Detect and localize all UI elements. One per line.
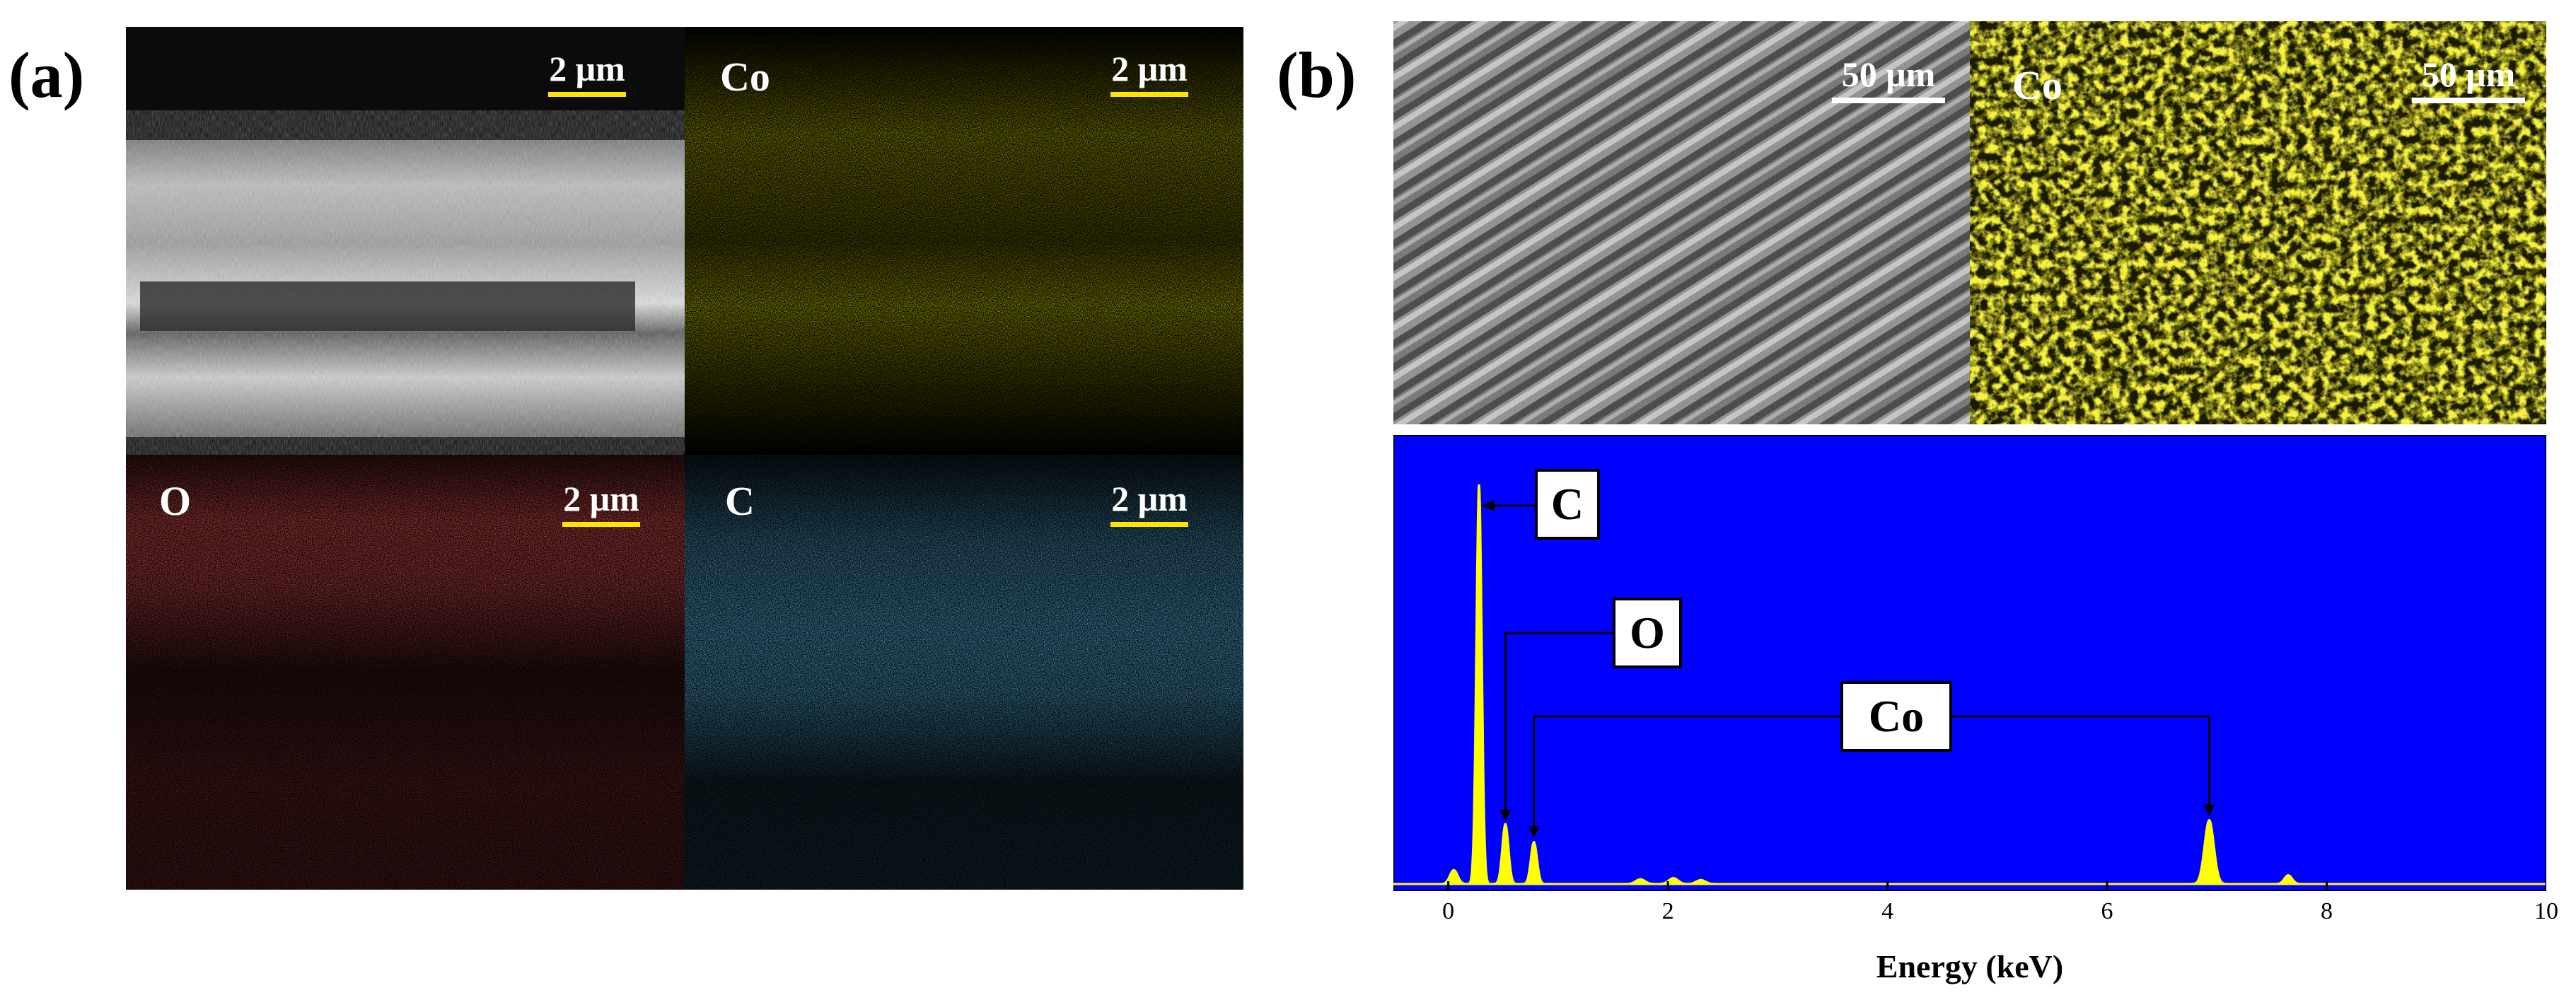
sem-image-a: [126, 27, 685, 455]
c-map-a: [685, 455, 1243, 890]
c-map-graphic: [685, 455, 1243, 890]
co-map-a: [685, 27, 1243, 455]
x-tick-label: 8: [2321, 898, 2333, 924]
scale-bar-label: 2 μm: [1111, 49, 1188, 88]
o-map-graphic: [126, 455, 685, 890]
panel-label-b: (b): [1277, 39, 1357, 111]
x-tick-label: 6: [2101, 898, 2113, 924]
scale-bar-line: [562, 522, 640, 527]
scale-bar-line: [1110, 522, 1188, 527]
scale-bar-label: 50 μm: [1841, 54, 1936, 94]
scale-bar-label: 2 μm: [563, 479, 639, 518]
panel-label-a: (a): [8, 39, 85, 111]
scale-bar-a-co: 2 μm: [1107, 51, 1192, 97]
peak-label-co: Co: [1840, 681, 1952, 752]
element-label-co-a: Co: [720, 54, 770, 100]
co-map-graphic: [685, 27, 1243, 455]
arrow-co: [2203, 804, 2215, 816]
scale-bar-a-c: 2 μm: [1107, 481, 1192, 527]
sem-image-b: [1393, 21, 1970, 424]
scale-bar-b-sem: 50 μm: [1832, 57, 1945, 103]
x-tick-label: 4: [1881, 898, 1894, 924]
x-axis-label: Energy (keV): [1876, 948, 2064, 984]
peak-label-c: C: [1535, 469, 1600, 540]
scale-bar-label: 2 μm: [1111, 479, 1188, 518]
scale-bar-label: 50 μm: [2421, 54, 2516, 94]
peak-label-o: O: [1613, 598, 1682, 668]
x-tick-label: 0: [1442, 898, 1455, 924]
sem-fiber-graphic: [126, 27, 685, 455]
x-tick-label: 10: [2534, 898, 2558, 924]
element-label-co-b: Co: [2012, 62, 2062, 108]
scale-bar-a-o: 2 μm: [559, 481, 644, 527]
spectrum-series-line: [1393, 484, 2546, 885]
arrow-co: [1528, 826, 1540, 838]
scale-bar-label: 2 μm: [549, 49, 625, 88]
leader-o: [1504, 632, 1613, 815]
co-map-b-graphic: [1970, 21, 2546, 424]
element-label-c-a: C: [725, 478, 755, 524]
element-label-o-a: O: [159, 478, 192, 524]
x-tick-label: 2: [1661, 898, 1674, 924]
scale-bar-line: [1832, 98, 1945, 103]
scale-bar-line: [1110, 92, 1188, 97]
scale-bar-line: [2412, 98, 2525, 103]
scale-bar-b-co: 50 μm: [2412, 57, 2525, 103]
co-map-b: [1970, 21, 2546, 424]
sem-fibers-graphic: [1393, 21, 1970, 424]
scale-bar-line: [548, 92, 626, 97]
arrow-c: [1482, 500, 1495, 511]
o-map-a: [126, 455, 685, 890]
arrow-o: [1499, 810, 1512, 822]
scale-bar-a-sem: 2 μm: [545, 51, 630, 97]
